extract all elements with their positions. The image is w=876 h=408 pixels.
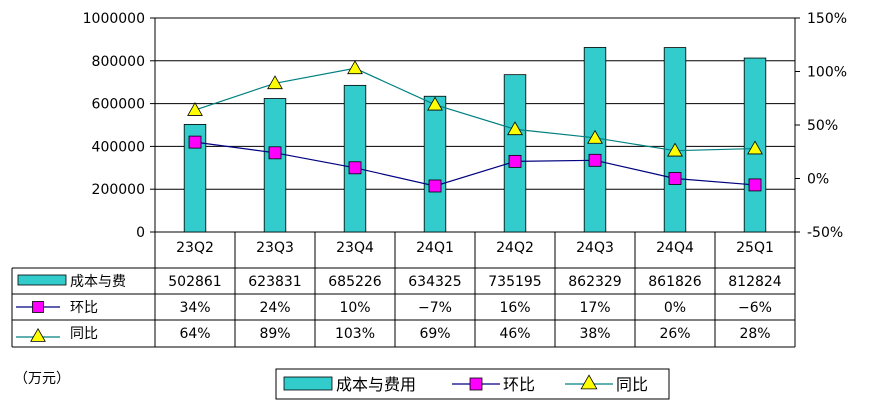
table-cell-cost: 861826 <box>648 274 702 290</box>
table-cell-yoy: 46% <box>499 326 530 342</box>
table-cell-cost: 735195 <box>488 274 541 290</box>
legend-label-cost: 成本与费用 <box>336 375 416 394</box>
y-right-tick-label: 100% <box>807 65 847 81</box>
line-qoq <box>194 141 756 187</box>
y-right-tick-label: 0% <box>807 172 829 188</box>
table-cell-yoy: 69% <box>419 326 450 342</box>
bar-cost-24Q4 <box>663 47 687 233</box>
table-cell-yoy: 28% <box>739 326 770 342</box>
bar-cost-24Q1 <box>423 95 447 233</box>
table-label-cost: 成本与费 <box>70 274 126 290</box>
table-cell-qoq: −6% <box>738 300 772 316</box>
bar-cost-24Q2 <box>503 74 527 233</box>
legend-key-yoy-marker <box>580 374 598 390</box>
point-qoq-23Q4 <box>348 161 362 175</box>
table-key-cost <box>17 274 67 286</box>
point-qoq-24Q4 <box>668 172 682 185</box>
y-right-tick-label: -50% <box>807 225 843 241</box>
table-cell-cost: 623831 <box>248 274 301 290</box>
category-label: 23Q2 <box>176 240 214 256</box>
category-label: 24Q1 <box>416 240 454 256</box>
table-cell-qoq: 17% <box>579 300 610 316</box>
table-cell-cost: 685226 <box>328 274 382 290</box>
bar-cost-23Q4 <box>343 84 367 233</box>
table-cell-qoq: −7% <box>418 300 452 316</box>
category-label: 24Q4 <box>656 240 694 256</box>
table-cell-qoq: 24% <box>259 300 290 316</box>
point-qoq-25Q1 <box>748 178 762 192</box>
line-yoy <box>194 67 756 152</box>
table-label-yoy: 同比 <box>70 326 98 342</box>
table-cell-cost: 862329 <box>568 274 621 290</box>
point-qoq-24Q2 <box>508 154 522 168</box>
point-yoy-25Q1 <box>747 140 763 155</box>
legend-label-yoy: 同比 <box>616 375 648 394</box>
y-right-tick-label: 150% <box>807 11 847 27</box>
table-cell-cost: 502861 <box>168 274 221 290</box>
table-cell-yoy: 38% <box>579 326 610 342</box>
table-cell-yoy: 64% <box>179 326 210 342</box>
legend-key-qoq-marker <box>469 377 483 391</box>
point-yoy-23Q3 <box>267 75 283 90</box>
table-cell-qoq: 34% <box>179 300 210 316</box>
bar-cost-23Q3 <box>263 98 287 233</box>
table-cell-qoq: 10% <box>339 300 370 316</box>
table-cell-yoy: 26% <box>659 326 690 342</box>
table-cell-cost: 812824 <box>728 274 782 290</box>
point-yoy-24Q4 <box>667 142 683 157</box>
unit-label: （万元） <box>14 371 70 387</box>
y-left-tick-label: 1000000 <box>83 11 145 27</box>
y-left-tick-label: 0 <box>136 225 145 241</box>
y-left-tick-label: 200000 <box>92 182 145 198</box>
legend-label-qoq: 环比 <box>503 375 535 394</box>
table-cell-qoq: 0% <box>664 300 686 316</box>
table-label-qoq: 环比 <box>70 300 98 316</box>
legend-key-cost <box>283 376 333 391</box>
table-key-qoq-marker <box>32 301 44 313</box>
table-cell-cost: 634325 <box>408 274 461 290</box>
point-qoq-24Q1 <box>428 179 442 193</box>
table-key-yoy-marker <box>30 327 46 342</box>
y-left-tick-label: 400000 <box>92 139 145 155</box>
table-cell-yoy: 89% <box>259 326 290 342</box>
plot-area <box>154 17 796 233</box>
point-yoy-23Q4 <box>347 60 363 75</box>
point-qoq-23Q2 <box>188 135 202 149</box>
category-label: 24Q2 <box>496 240 534 256</box>
category-label: 23Q4 <box>336 240 374 256</box>
y-left-tick-label: 600000 <box>92 97 145 113</box>
point-yoy-24Q3 <box>587 129 603 144</box>
point-qoq-24Q3 <box>588 153 602 167</box>
y-right-tick-label: 50% <box>807 118 838 134</box>
category-label: 25Q1 <box>736 240 774 256</box>
point-yoy-24Q1 <box>427 96 443 111</box>
point-yoy-24Q2 <box>507 121 523 136</box>
table-cell-yoy: 103% <box>335 326 375 342</box>
point-qoq-23Q3 <box>268 146 282 160</box>
y-left-tick-label: 800000 <box>92 54 145 70</box>
table-cell-qoq: 16% <box>499 300 530 316</box>
category-label: 24Q3 <box>576 240 614 256</box>
point-yoy-23Q2 <box>187 102 203 116</box>
bar-cost-23Q2 <box>183 123 207 233</box>
category-label: 23Q3 <box>256 240 294 256</box>
